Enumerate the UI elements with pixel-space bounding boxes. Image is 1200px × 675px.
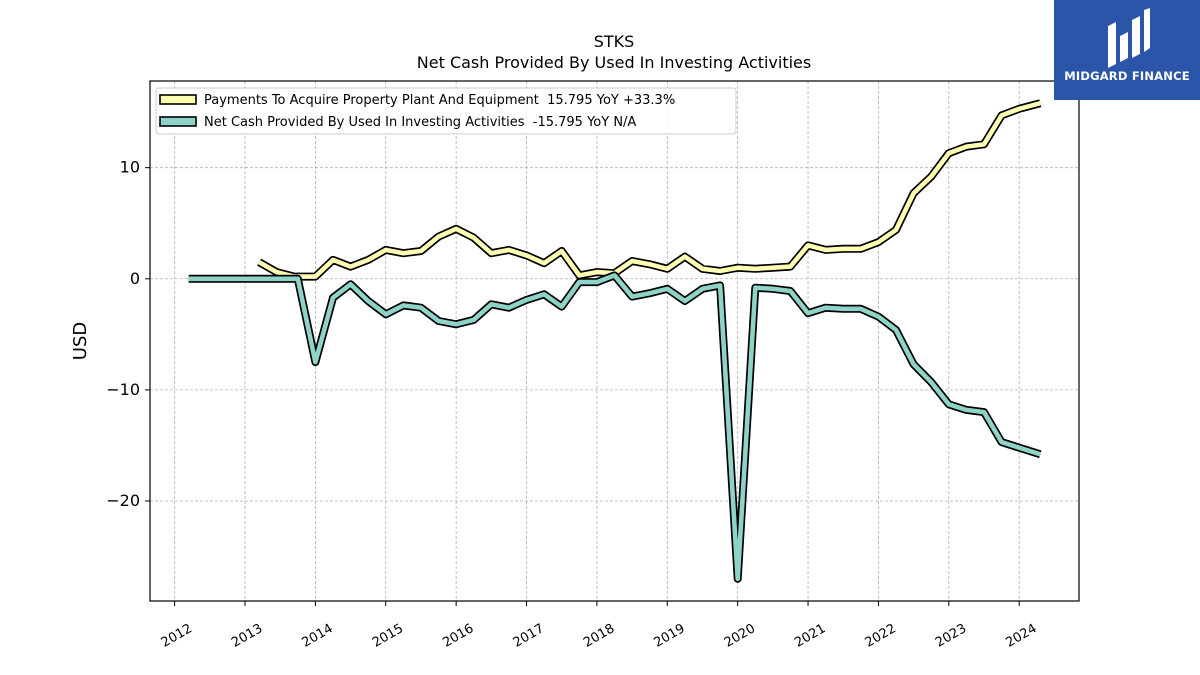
x-tick-label: 2018 [581,621,617,651]
x-tick-label: 2024 [1003,621,1039,651]
legend-label-capex: Payments To Acquire Property Plant And E… [204,93,675,108]
x-tick-label: 2012 [159,621,195,651]
legend: Payments To Acquire Property Plant And E… [155,87,737,135]
x-tick-label: 2014 [300,621,336,651]
x-tick-label: 2020 [722,621,758,651]
grid [150,81,1079,601]
brand-logo: MIDGARD FINANCE [1054,0,1200,100]
midgard-logo-icon [1108,8,1150,68]
x-tick-label: 2017 [511,621,547,651]
brand-name: MIDGARD FINANCE [1064,69,1190,83]
series-layer [188,99,1042,583]
series-outline-1 [188,271,1042,583]
chart-title: STKS [594,32,635,51]
y-tick-label: 10 [120,158,140,177]
y-tick-label: −20 [106,491,140,510]
plot-frame [149,80,1080,602]
legend-label-investing: Net Cash Provided By Used In Investing A… [204,115,636,130]
x-tick-label: 2019 [651,621,687,651]
series-line-0 [257,100,1041,279]
y-tick-label: −10 [106,380,140,399]
chart-subtitle: Net Cash Provided By Used In Investing A… [417,53,811,72]
x-tick-label: 2023 [933,621,969,651]
y-tick-label: 0 [130,269,140,288]
legend-frame [155,87,737,135]
series-line-1 [188,273,1041,582]
x-tick-label: 2022 [863,621,899,651]
legend-swatch-capex [159,94,197,105]
x-tick-label: 2016 [440,621,476,651]
legend-swatch-investing [159,116,197,127]
x-tick-label: 2021 [792,621,828,651]
x-tick-label: 2015 [370,621,406,651]
x-tick-label: 2013 [229,621,265,651]
y-axis-label: USD [70,322,91,360]
